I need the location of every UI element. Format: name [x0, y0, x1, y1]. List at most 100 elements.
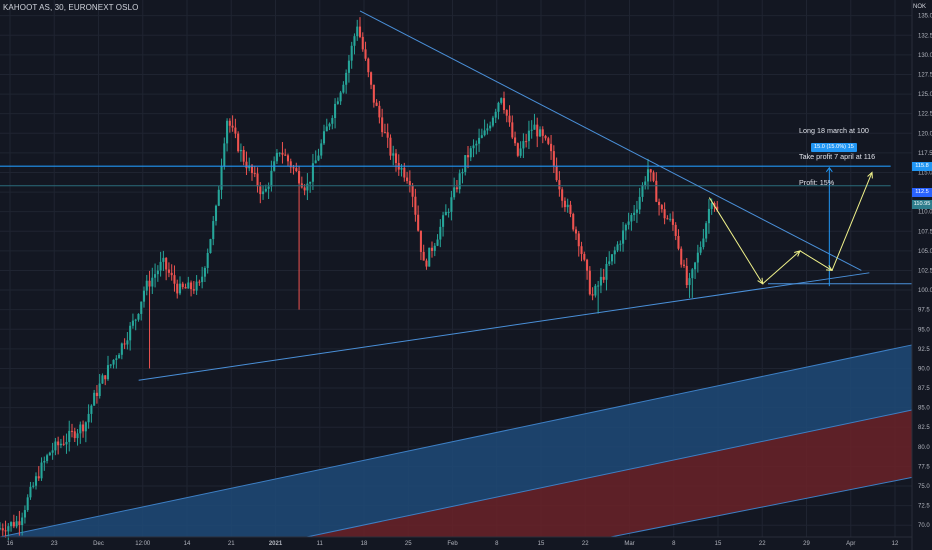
trade-note[interactable]: Long 18 march at 100 Take profit 7 april…: [799, 110, 875, 205]
candle-body: [4, 530, 7, 532]
candle-body: [663, 209, 666, 219]
candle-body: [483, 130, 486, 136]
candle-body: [37, 476, 40, 479]
candle-body: [162, 257, 165, 262]
candle-body: [154, 274, 157, 278]
symbol-title: KAHOOT AS, 30, EURONEXT OSLO: [3, 3, 139, 12]
candle-body: [73, 431, 76, 439]
candle-body: [658, 201, 661, 206]
candle-body: [281, 152, 284, 155]
candle-body: [574, 229, 578, 234]
candle-body: [383, 132, 386, 134]
x-tick-label: 11: [317, 541, 324, 547]
x-tick-label: 12: [892, 541, 899, 547]
descending-trendline: [359, 10, 862, 271]
x-tick-label: Mar: [624, 541, 634, 547]
y-tick-label: 97.5: [918, 308, 930, 314]
candle-body: [425, 260, 428, 267]
candle-body: [381, 117, 384, 133]
x-tick-label: 15: [538, 541, 545, 547]
candle-body: [87, 413, 90, 423]
y-tick-label: 132.5: [918, 33, 932, 39]
candle-body: [48, 452, 51, 456]
candle-body: [370, 72, 373, 85]
candles: [0, 17, 719, 540]
candle-body: [630, 215, 633, 222]
candle-body: [599, 276, 602, 286]
y-tick-label: 130.0: [918, 53, 932, 59]
x-tick-label: 15: [715, 541, 722, 547]
projection-arrow-segment: [762, 250, 801, 285]
candle-body: [137, 313, 140, 320]
candle-body: [34, 476, 38, 486]
candle-body: [622, 230, 625, 244]
channel-line: [0, 344, 913, 538]
candle-body: [259, 186, 262, 195]
candle-body: [464, 155, 467, 172]
y-tick-label: 115.0: [918, 170, 932, 176]
candle-body: [148, 280, 151, 287]
candle-body: [533, 124, 536, 130]
candle-body: [356, 26, 359, 37]
candle-body: [217, 189, 220, 206]
candle-body: [223, 143, 226, 167]
candle-body: [345, 72, 348, 85]
candle-body: [173, 275, 176, 284]
candle-body: [54, 441, 57, 451]
candle-body: [433, 245, 436, 251]
candle-body: [131, 320, 134, 326]
candle-body: [334, 103, 337, 119]
candle-body: [115, 358, 118, 360]
candle-body: [364, 49, 367, 59]
candle-body: [569, 204, 572, 214]
candle-body: [350, 45, 353, 61]
candle-body: [250, 165, 254, 174]
candle-body: [336, 101, 339, 104]
drawings[interactable]: [0, 10, 912, 381]
candle-body: [544, 135, 547, 139]
candle-body: [444, 211, 447, 216]
candle-body: [101, 375, 104, 384]
x-tick-label: 22: [582, 541, 589, 547]
candle-body: [242, 149, 245, 162]
candle-body: [372, 84, 375, 103]
candle-body: [713, 203, 716, 207]
candle-body: [682, 264, 686, 266]
candle-body: [15, 521, 18, 527]
y-tick-label: 75.0: [918, 484, 930, 490]
candle-body: [1, 528, 4, 531]
candle-body: [699, 247, 702, 253]
candle-body: [586, 259, 589, 271]
candle-body: [635, 209, 638, 213]
candle-body: [442, 215, 445, 227]
candle-body: [21, 517, 24, 526]
candle-body: [220, 166, 223, 190]
candle-body: [577, 233, 580, 247]
candle-body: [378, 105, 381, 118]
price-range-measure-label[interactable]: 15.0 (15.0%) 15: [811, 143, 857, 152]
candle-body: [95, 392, 98, 397]
candle-body: [317, 155, 320, 161]
candle-body: [198, 281, 201, 283]
y-tick-label: 70.0: [918, 523, 930, 529]
candle-body: [669, 218, 672, 220]
candle-body: [505, 110, 508, 116]
x-tick-label: 18: [361, 541, 368, 547]
candle-body: [655, 180, 658, 202]
candle-body: [436, 239, 439, 246]
candle-body: [176, 283, 179, 294]
candle-body: [566, 204, 569, 208]
candle-body: [671, 218, 674, 225]
candle-body: [591, 294, 594, 296]
candle-body: [120, 343, 123, 355]
candle-body: [82, 424, 85, 432]
candle-body: [328, 123, 331, 127]
candle-body: [419, 230, 422, 252]
candle-body: [480, 135, 483, 138]
candle-body: [375, 102, 378, 106]
candle-body: [705, 223, 708, 239]
candle-body: [331, 118, 334, 124]
price-tag-level: 110.95: [912, 199, 932, 209]
